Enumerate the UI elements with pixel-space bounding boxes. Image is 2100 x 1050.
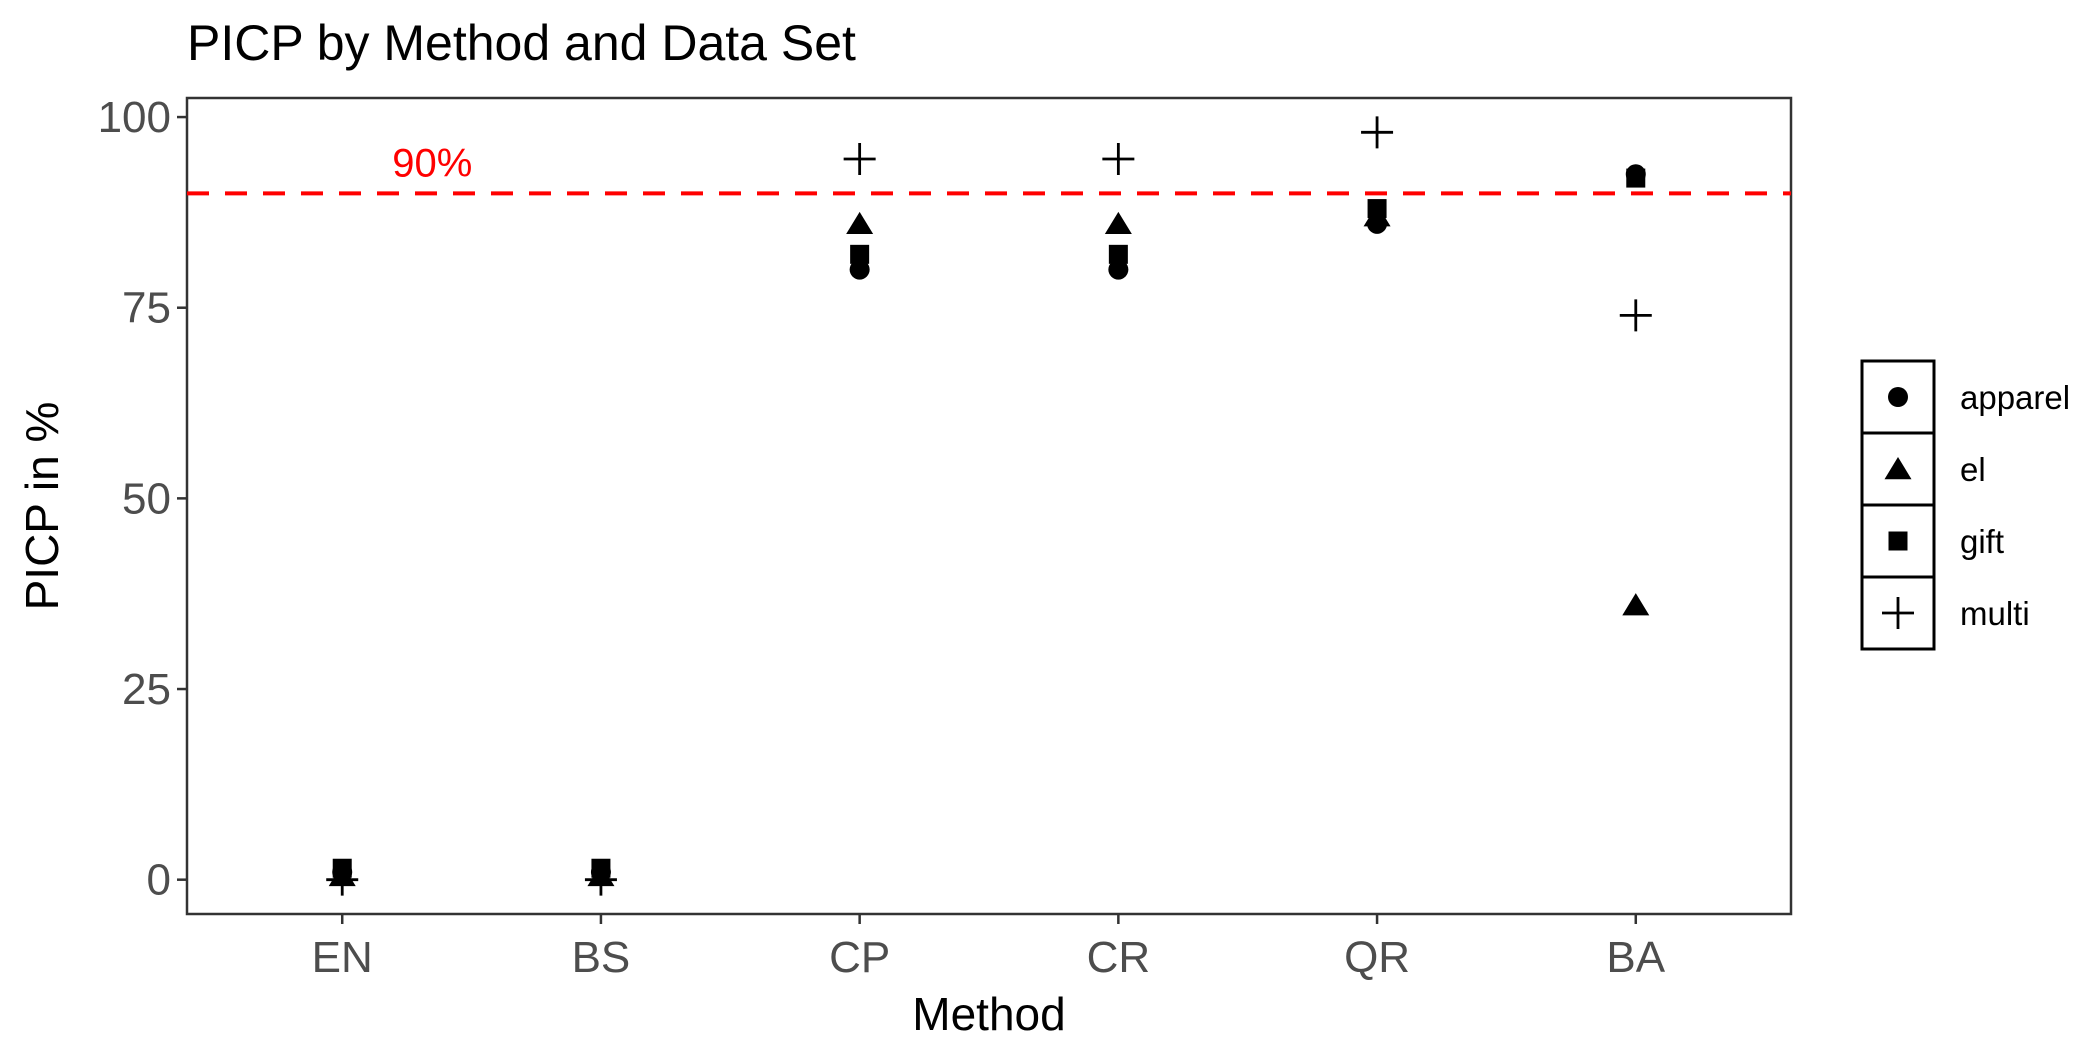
legend-label-apparel: apparel xyxy=(1960,379,2070,416)
point-gift-cp xyxy=(850,244,870,264)
x-tick-label-cp: CP xyxy=(829,933,890,982)
point-multi-en xyxy=(326,863,359,896)
x-tick-label-ba: BA xyxy=(1606,933,1665,982)
point-apparel-cr xyxy=(1108,259,1129,280)
x-tick-label-cr: CR xyxy=(1087,933,1151,982)
y-tick-label-0: 0 xyxy=(147,856,171,905)
x-tick-label-bs: BS xyxy=(572,933,631,982)
x-tick-label-en: EN xyxy=(312,933,373,982)
legend-label-el: el xyxy=(1960,451,1986,488)
legend-label-gift: gift xyxy=(1960,523,2004,560)
legend-key-el xyxy=(1860,431,1936,507)
point-el-cp xyxy=(846,211,874,235)
point-gift-ba xyxy=(1626,168,1646,188)
point-multi-ba xyxy=(1619,299,1652,332)
y-axis-title: PICP in % xyxy=(16,402,68,611)
legend-square-icon xyxy=(1888,531,1908,551)
y-axis: 0 25 50 75 100 xyxy=(98,93,187,905)
legend-plus-icon xyxy=(1882,597,1914,629)
y-tick-label-25: 25 xyxy=(122,665,171,714)
plot-panel xyxy=(185,96,1793,916)
chart-title: PICP by Method and Data Set xyxy=(187,15,856,71)
y-tick-label-100: 100 xyxy=(98,93,171,142)
point-multi-qr xyxy=(1361,116,1394,149)
legend: apparel el gift multi xyxy=(1860,359,2070,651)
legend-circle-icon xyxy=(1888,387,1908,407)
x-axis: EN BS CP CR QR BA xyxy=(312,914,1666,982)
point-gift-qr xyxy=(1367,199,1387,219)
x-tick-label-qr: QR xyxy=(1344,933,1410,982)
legend-triangle-icon xyxy=(1884,457,1912,480)
point-multi-cp xyxy=(843,143,876,176)
y-tick-label-50: 50 xyxy=(122,474,171,523)
point-multi-bs xyxy=(584,863,617,896)
point-gift-cr xyxy=(1108,244,1128,264)
y-tick-label-75: 75 xyxy=(122,284,171,333)
reference-line-label: 90% xyxy=(392,141,472,185)
legend-label-multi: multi xyxy=(1960,595,2030,632)
data-points xyxy=(326,116,1652,896)
point-apparel-cp xyxy=(849,259,870,280)
point-el-ba xyxy=(1622,593,1650,616)
point-multi-cr xyxy=(1102,143,1135,176)
point-el-cr xyxy=(1104,211,1132,235)
x-axis-title: Method xyxy=(912,988,1065,1040)
